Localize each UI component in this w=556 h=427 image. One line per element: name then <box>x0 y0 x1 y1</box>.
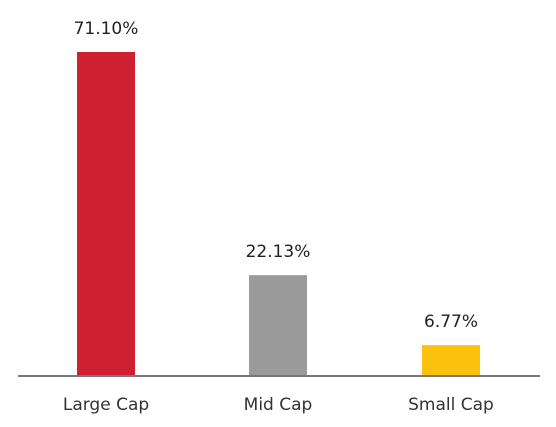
x-tick-label-group: Large Cap Mid Cap Small Cap <box>63 395 494 415</box>
bar-large-cap <box>77 52 135 376</box>
bar-mid-cap <box>249 275 307 376</box>
x-tick-label-small-cap: Small Cap <box>408 395 494 415</box>
data-label-small-cap: 6.77% <box>424 312 478 332</box>
data-label-mid-cap: 22.13% <box>246 242 311 262</box>
x-tick-label-mid-cap: Mid Cap <box>244 395 313 415</box>
bar-small-cap <box>422 345 480 376</box>
bar-group <box>77 52 480 376</box>
data-label-large-cap: 71.10% <box>74 19 139 39</box>
data-label-group: 71.10% 22.13% 6.77% <box>74 19 478 332</box>
x-tick-label-large-cap: Large Cap <box>63 395 149 415</box>
